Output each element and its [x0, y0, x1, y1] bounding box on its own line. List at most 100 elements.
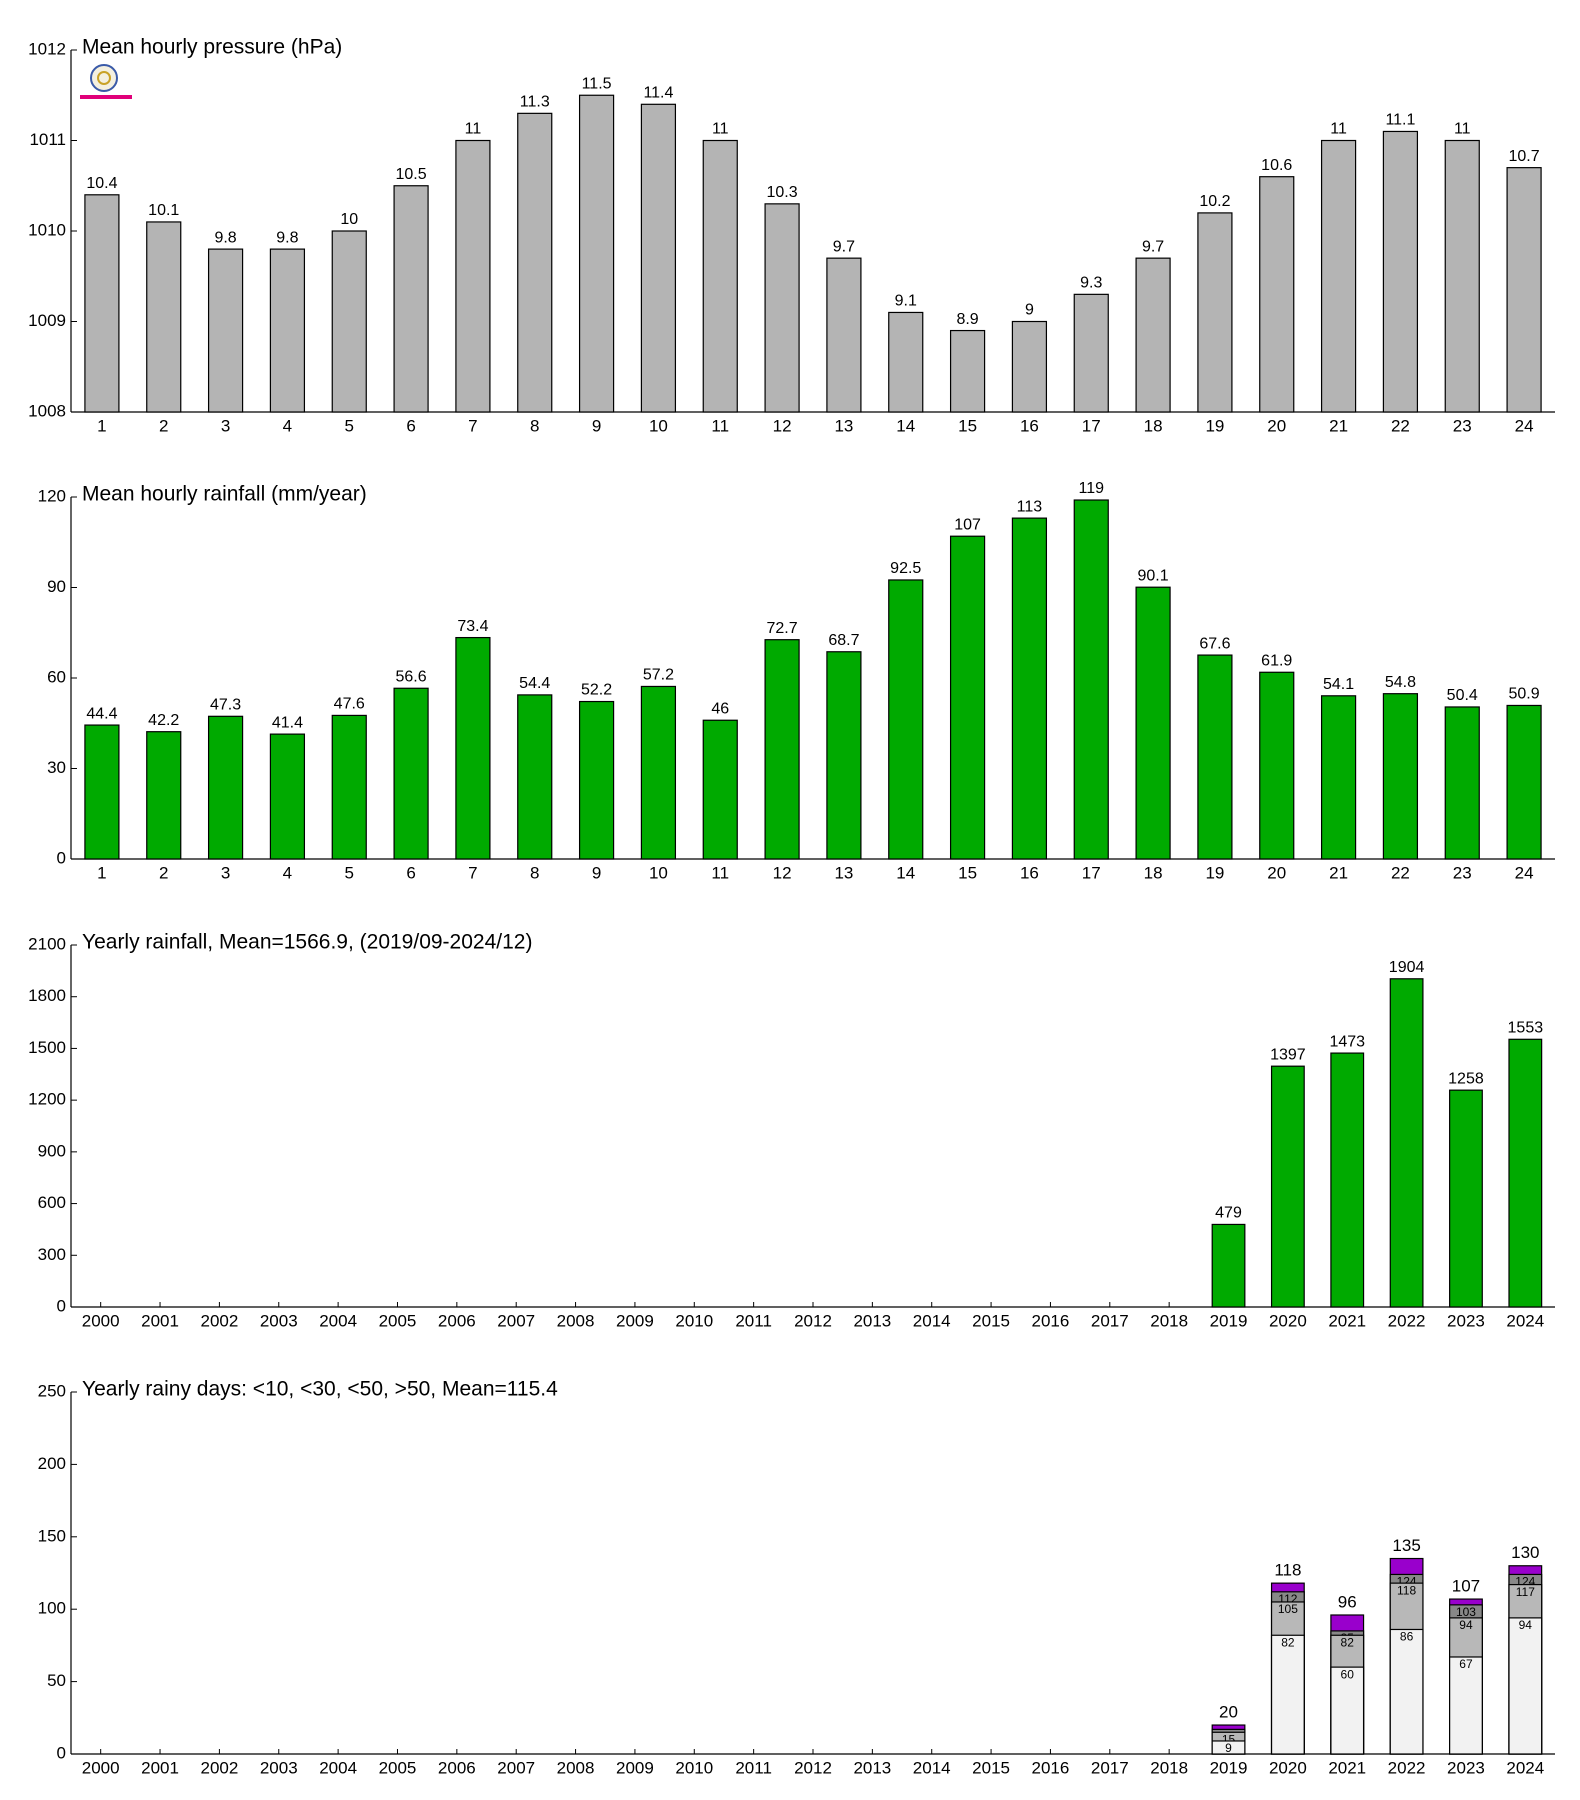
bar-segment	[1270, 1634, 1305, 1755]
x-tick-label: 2011	[735, 1758, 772, 1777]
x-tick-label: 2004	[319, 1311, 357, 1330]
x-tick-label: 18	[1144, 863, 1163, 882]
x-tick-label: 2	[159, 863, 168, 882]
data-label: 46	[711, 700, 729, 717]
data-label: 41.4	[272, 714, 303, 731]
y-tick-label: 1012	[28, 39, 66, 58]
x-tick-label: 24	[1515, 863, 1534, 882]
y-tick-label: 1011	[29, 130, 66, 149]
bar	[826, 651, 862, 860]
data-label: 113	[1017, 498, 1043, 515]
y-tick-label: 300	[38, 1245, 66, 1264]
data-label: 11	[1330, 121, 1347, 138]
bar	[84, 724, 120, 860]
x-tick-label: 20	[1267, 863, 1286, 882]
y-tick-label: 1009	[28, 311, 66, 330]
y-tick-label: 900	[38, 1141, 66, 1160]
x-tick-label: 2022	[1388, 1311, 1426, 1330]
x-tick-label: 2016	[1032, 1311, 1070, 1330]
total-label: 96	[1338, 1592, 1357, 1611]
x-tick-label: 2015	[972, 1311, 1010, 1330]
segment-label: 60	[1341, 1667, 1355, 1681]
y-tick-label: 100	[38, 1599, 66, 1618]
x-tick-label: 2001	[141, 1758, 179, 1777]
data-label: 8.9	[956, 311, 978, 328]
data-label: 10.3	[767, 184, 798, 201]
x-tick-label: 2024	[1506, 1758, 1544, 1777]
segment-label: 86	[1400, 1630, 1414, 1644]
x-tick-label: 17	[1082, 416, 1101, 435]
y-tick-label: 30	[47, 758, 66, 777]
bar	[949, 329, 986, 413]
x-tick-label: 2009	[616, 1758, 654, 1777]
segment-label: 117	[1516, 1585, 1535, 1599]
data-label: 54.8	[1385, 674, 1416, 691]
bar	[393, 687, 429, 860]
y-tick-label: 0	[57, 848, 66, 867]
x-tick-label: 11	[711, 863, 729, 882]
x-tick-label: 18	[1144, 416, 1163, 435]
data-label: 1904	[1389, 959, 1425, 976]
data-label: 11.5	[582, 75, 612, 92]
x-tick-label: 2007	[497, 1758, 535, 1777]
data-label: 10.5	[396, 166, 427, 183]
x-tick-label: 2002	[200, 1758, 238, 1777]
bar	[702, 719, 738, 860]
total-label: 107	[1452, 1577, 1480, 1596]
bar	[764, 639, 800, 860]
bar	[455, 636, 491, 860]
y-tick-label: 90	[47, 577, 66, 596]
x-tick-label: 2010	[675, 1758, 713, 1777]
bar	[1508, 1038, 1543, 1308]
x-tick-label: 2008	[557, 1758, 595, 1777]
bar	[1011, 517, 1048, 860]
total-label: 118	[1274, 1561, 1301, 1580]
x-tick-label: 22	[1391, 416, 1410, 435]
total-label: 20	[1219, 1703, 1238, 1722]
bar	[1320, 695, 1357, 860]
x-tick-label: 23	[1453, 416, 1472, 435]
x-tick-label: 22	[1391, 863, 1410, 882]
logo	[80, 64, 132, 99]
x-tick-label: 9	[592, 416, 601, 435]
x-tick-label: 2004	[319, 1758, 357, 1777]
data-label: 47.3	[210, 697, 241, 714]
data-label: 1397	[1270, 1046, 1306, 1063]
data-label: 119	[1078, 480, 1104, 497]
y-tick-label: 0	[57, 1296, 66, 1315]
bar	[826, 257, 862, 413]
bar	[331, 714, 367, 860]
x-tick-label: 2014	[913, 1311, 951, 1330]
x-tick-label: 2014	[913, 1758, 951, 1777]
y-tick-label: 600	[38, 1193, 66, 1212]
data-label: 11.1	[1385, 112, 1415, 129]
bar	[764, 203, 800, 413]
bar	[1135, 586, 1171, 860]
bar	[640, 103, 677, 413]
x-tick-label: 2003	[260, 1758, 298, 1777]
chart-title: Yearly rainfall, Mean=1566.9, (2019/09-2…	[82, 931, 532, 954]
x-tick-label: 9	[592, 863, 601, 882]
data-label: 67.6	[1199, 635, 1230, 652]
y-tick-label: 250	[38, 1381, 66, 1400]
segment-label: 118	[1397, 1583, 1416, 1597]
x-tick-label: 2001	[141, 1311, 179, 1330]
logo-bar	[80, 95, 132, 99]
x-tick-label: 21	[1329, 416, 1348, 435]
bar	[1449, 1089, 1483, 1308]
bar	[702, 139, 738, 413]
bar	[393, 185, 429, 413]
bar	[949, 535, 986, 860]
segment-label: 105	[1278, 1602, 1298, 1616]
logo-seal	[90, 64, 118, 92]
bar	[331, 230, 367, 413]
data-label: 11	[465, 121, 482, 138]
data-label: 9.1	[895, 293, 917, 310]
y-tick-label: 50	[47, 1671, 66, 1690]
data-label: 10.6	[1261, 157, 1292, 174]
x-tick-label: 3	[221, 863, 230, 882]
data-label: 10.1	[148, 202, 179, 219]
x-tick-label: 2009	[616, 1311, 654, 1330]
x-tick-label: 2018	[1150, 1311, 1188, 1330]
